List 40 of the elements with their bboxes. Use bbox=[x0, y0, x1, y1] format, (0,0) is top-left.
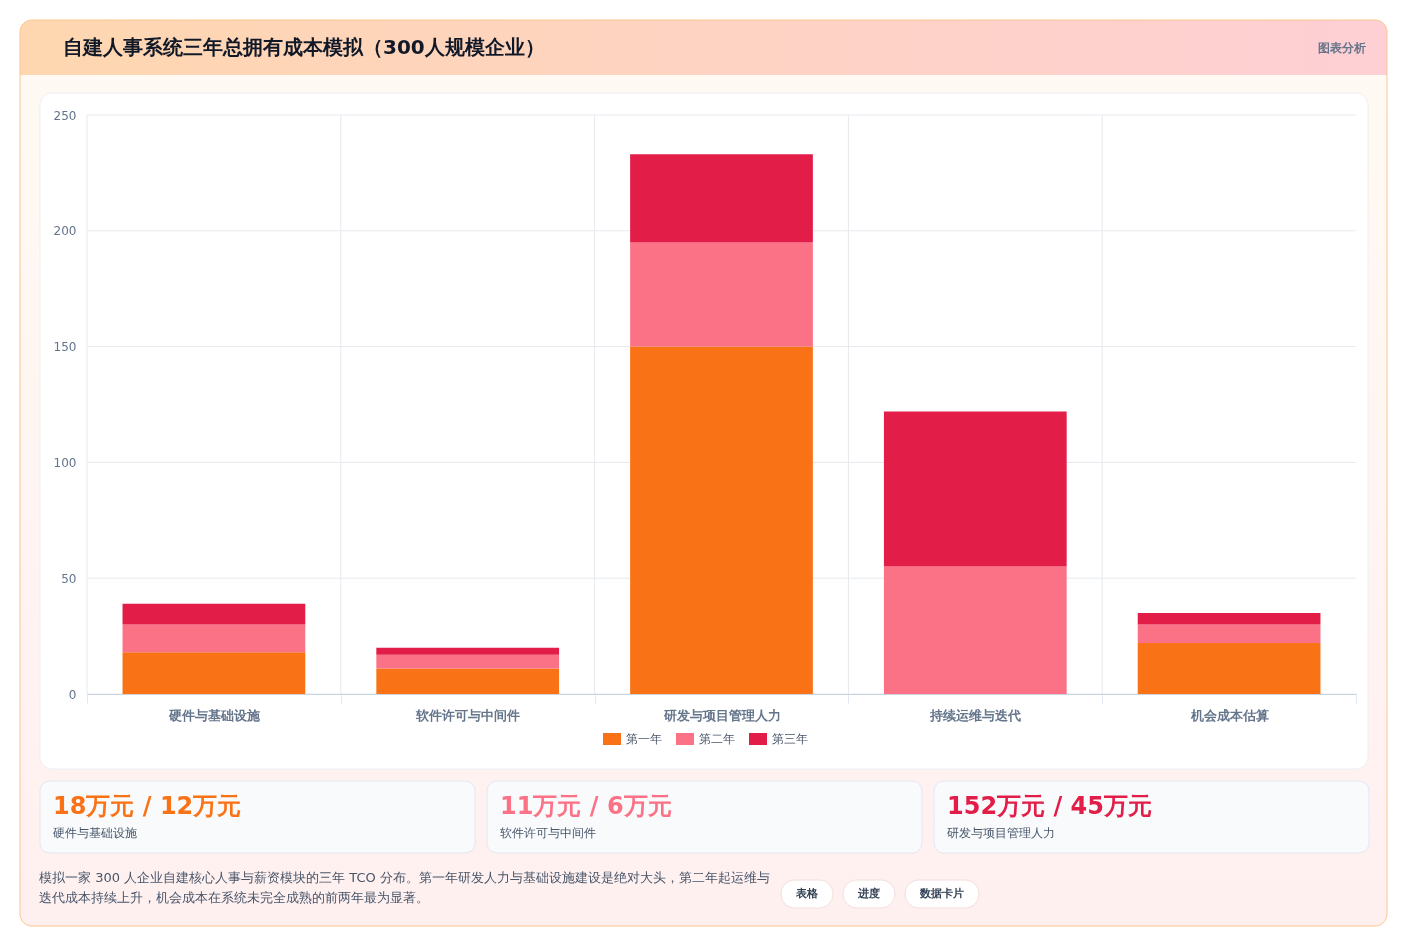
bar bbox=[630, 242, 813, 347]
bar bbox=[376, 647, 560, 655]
y-tick-label: 150 bbox=[53, 340, 77, 355]
x-tick-label: 机会成本估算 bbox=[1189, 707, 1269, 723]
x-tick-label: 软件许可与中间件 bbox=[415, 707, 521, 723]
text: 进度 bbox=[857, 887, 880, 900]
legend-label: 第二年 bbox=[699, 732, 735, 746]
bar bbox=[1137, 612, 1321, 625]
text: 18万元 / 12万元 bbox=[53, 792, 242, 820]
legend-label: 第三年 bbox=[772, 732, 808, 746]
text: 图表分析 bbox=[1318, 41, 1366, 55]
chart-title: 自建人事系统三年总拥有成本模拟（300人规模企业） bbox=[63, 35, 545, 59]
bar bbox=[1137, 624, 1321, 644]
text: 数据卡片 bbox=[919, 887, 964, 900]
text: 模拟一家 300 人企业自建核心人事与薪资模块的三年 TCO 分布。第一年研发人力与基础设施建设是绝对大头，第二年起运维与迭代成本持续上升，机会成本在系统未完全成熟的前两年最为显著。 bbox=[39, 870, 770, 905]
text: 研发与项目管理人力 bbox=[947, 826, 1055, 840]
bar bbox=[630, 346, 813, 694]
x-tick-label: 研发与项目管理人力 bbox=[662, 707, 781, 723]
bar bbox=[376, 654, 560, 669]
legend-label: 第一年 bbox=[626, 732, 662, 746]
x-tick-label: 硬件与基础设施 bbox=[167, 707, 261, 723]
bar bbox=[376, 668, 560, 694]
y-tick-label: 0 bbox=[68, 687, 77, 702]
bar bbox=[1137, 643, 1321, 694]
bar bbox=[883, 411, 1067, 567]
y-tick-label: 200 bbox=[53, 224, 77, 239]
text: 152万元 / 45万元 bbox=[947, 792, 1152, 820]
text: 表格 bbox=[795, 887, 819, 900]
bar bbox=[122, 652, 306, 694]
text: 软件许可与中间件 bbox=[500, 826, 596, 840]
bar bbox=[122, 624, 306, 653]
text: 11万元 / 6万元 bbox=[500, 792, 672, 820]
bar bbox=[630, 154, 813, 243]
y-tick-label: 50 bbox=[61, 571, 77, 586]
bar bbox=[122, 603, 306, 625]
y-tick-label: 250 bbox=[53, 108, 77, 123]
y-tick-label: 100 bbox=[53, 455, 77, 470]
bar bbox=[883, 566, 1067, 694]
x-tick-label: 持续运维与迭代 bbox=[929, 707, 1022, 723]
text: 硬件与基础设施 bbox=[53, 826, 137, 840]
